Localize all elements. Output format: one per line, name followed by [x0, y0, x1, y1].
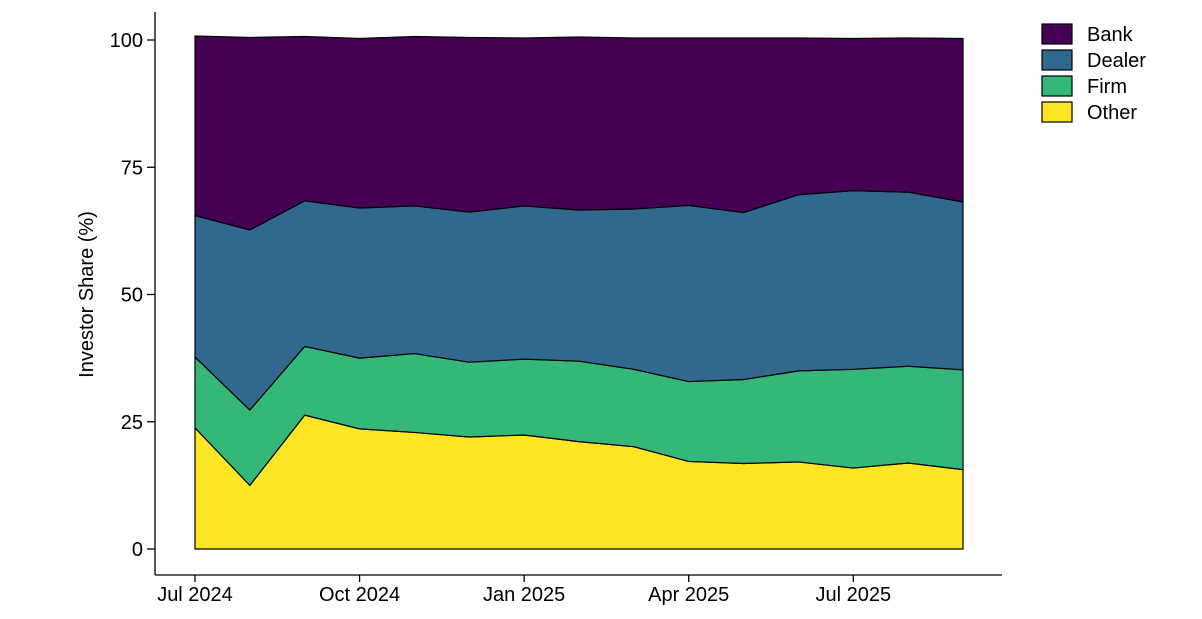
y-tick-label: 75	[121, 157, 143, 179]
legend-label-bank: Bank	[1087, 24, 1134, 46]
y-axis-label: Investor Share (%)	[76, 211, 98, 378]
x-tick-label: Jul 2025	[815, 584, 891, 606]
x-tick-label: Oct 2024	[319, 584, 400, 606]
y-tick-label: 50	[121, 285, 143, 307]
legend-swatch-dealer	[1041, 49, 1073, 71]
axes: 0 25 50 75 100 Jul 2024 Oct 2024 Jan 2025 Apr 20…	[110, 12, 1002, 606]
legend-label-other: Other	[1087, 102, 1137, 124]
x-tick-label: Jan 2025	[483, 584, 565, 606]
x-tick-label: Apr 2025	[648, 584, 729, 606]
y-tick-label: 100	[110, 30, 143, 52]
legend-swatch-bank	[1041, 23, 1073, 45]
y-tick-label: 0	[132, 539, 143, 561]
y-tick-label: 25	[121, 412, 143, 434]
legend-label-dealer: Dealer	[1087, 50, 1146, 72]
legend-swatch-other	[1041, 101, 1073, 123]
x-tick-label: Jul 2024	[157, 584, 233, 606]
stacked-areas	[194, 35, 964, 550]
legend-label-firm: Firm	[1087, 76, 1127, 98]
area-bank	[194, 35, 964, 231]
legend: Bank Dealer Firm Other	[1041, 23, 1146, 124]
legend-swatch-firm	[1041, 75, 1073, 97]
